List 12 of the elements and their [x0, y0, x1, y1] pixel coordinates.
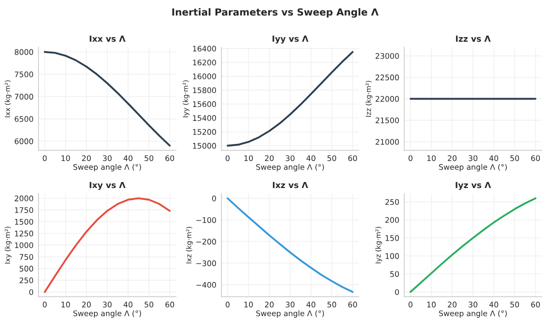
chart-title: Iyy vs Λ — [272, 36, 308, 44]
line-series — [226, 197, 354, 293]
chart-title: Izz vs Λ — [456, 36, 491, 42]
chart-title: Ixy vs Λ — [90, 182, 126, 190]
line-series — [226, 51, 354, 147]
chart-title: Ixx vs Λ — [90, 36, 126, 42]
line-series — [44, 197, 171, 293]
text: Inertial Parameters vs Sweep Angle Λ — [172, 8, 379, 18]
line-series — [410, 197, 536, 293]
chart-title: Iyz vs Λ — [456, 182, 491, 190]
line-series — [44, 51, 171, 147]
chart-title: Ixz vs Λ — [272, 182, 308, 188]
